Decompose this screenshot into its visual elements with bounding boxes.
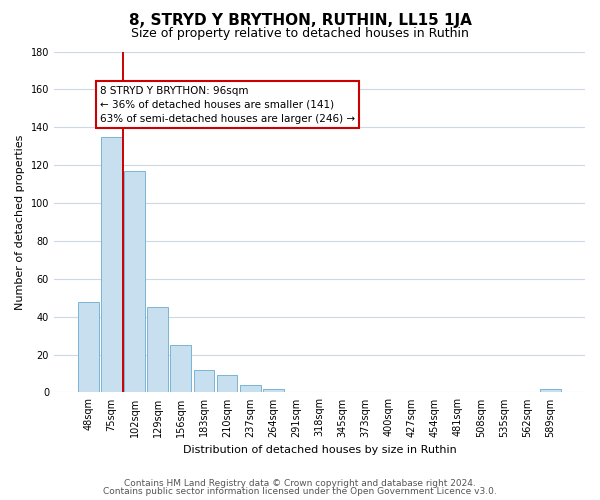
- Bar: [240, 385, 260, 392]
- Y-axis label: Number of detached properties: Number of detached properties: [15, 134, 25, 310]
- Bar: [101, 136, 122, 392]
- Bar: [148, 307, 168, 392]
- Text: Size of property relative to detached houses in Ruthin: Size of property relative to detached ho…: [131, 28, 469, 40]
- Bar: [78, 302, 99, 392]
- Bar: [124, 171, 145, 392]
- Bar: [170, 345, 191, 393]
- Bar: [540, 388, 561, 392]
- Text: Contains public sector information licensed under the Open Government Licence v3: Contains public sector information licen…: [103, 487, 497, 496]
- Bar: [217, 376, 238, 392]
- Text: 8, STRYD Y BRYTHON, RUTHIN, LL15 1JA: 8, STRYD Y BRYTHON, RUTHIN, LL15 1JA: [128, 12, 472, 28]
- Bar: [194, 370, 214, 392]
- Text: 8 STRYD Y BRYTHON: 96sqm
← 36% of detached houses are smaller (141)
63% of semi-: 8 STRYD Y BRYTHON: 96sqm ← 36% of detach…: [100, 86, 355, 124]
- Bar: [263, 388, 284, 392]
- Text: Contains HM Land Registry data © Crown copyright and database right 2024.: Contains HM Land Registry data © Crown c…: [124, 478, 476, 488]
- X-axis label: Distribution of detached houses by size in Ruthin: Distribution of detached houses by size …: [182, 445, 457, 455]
